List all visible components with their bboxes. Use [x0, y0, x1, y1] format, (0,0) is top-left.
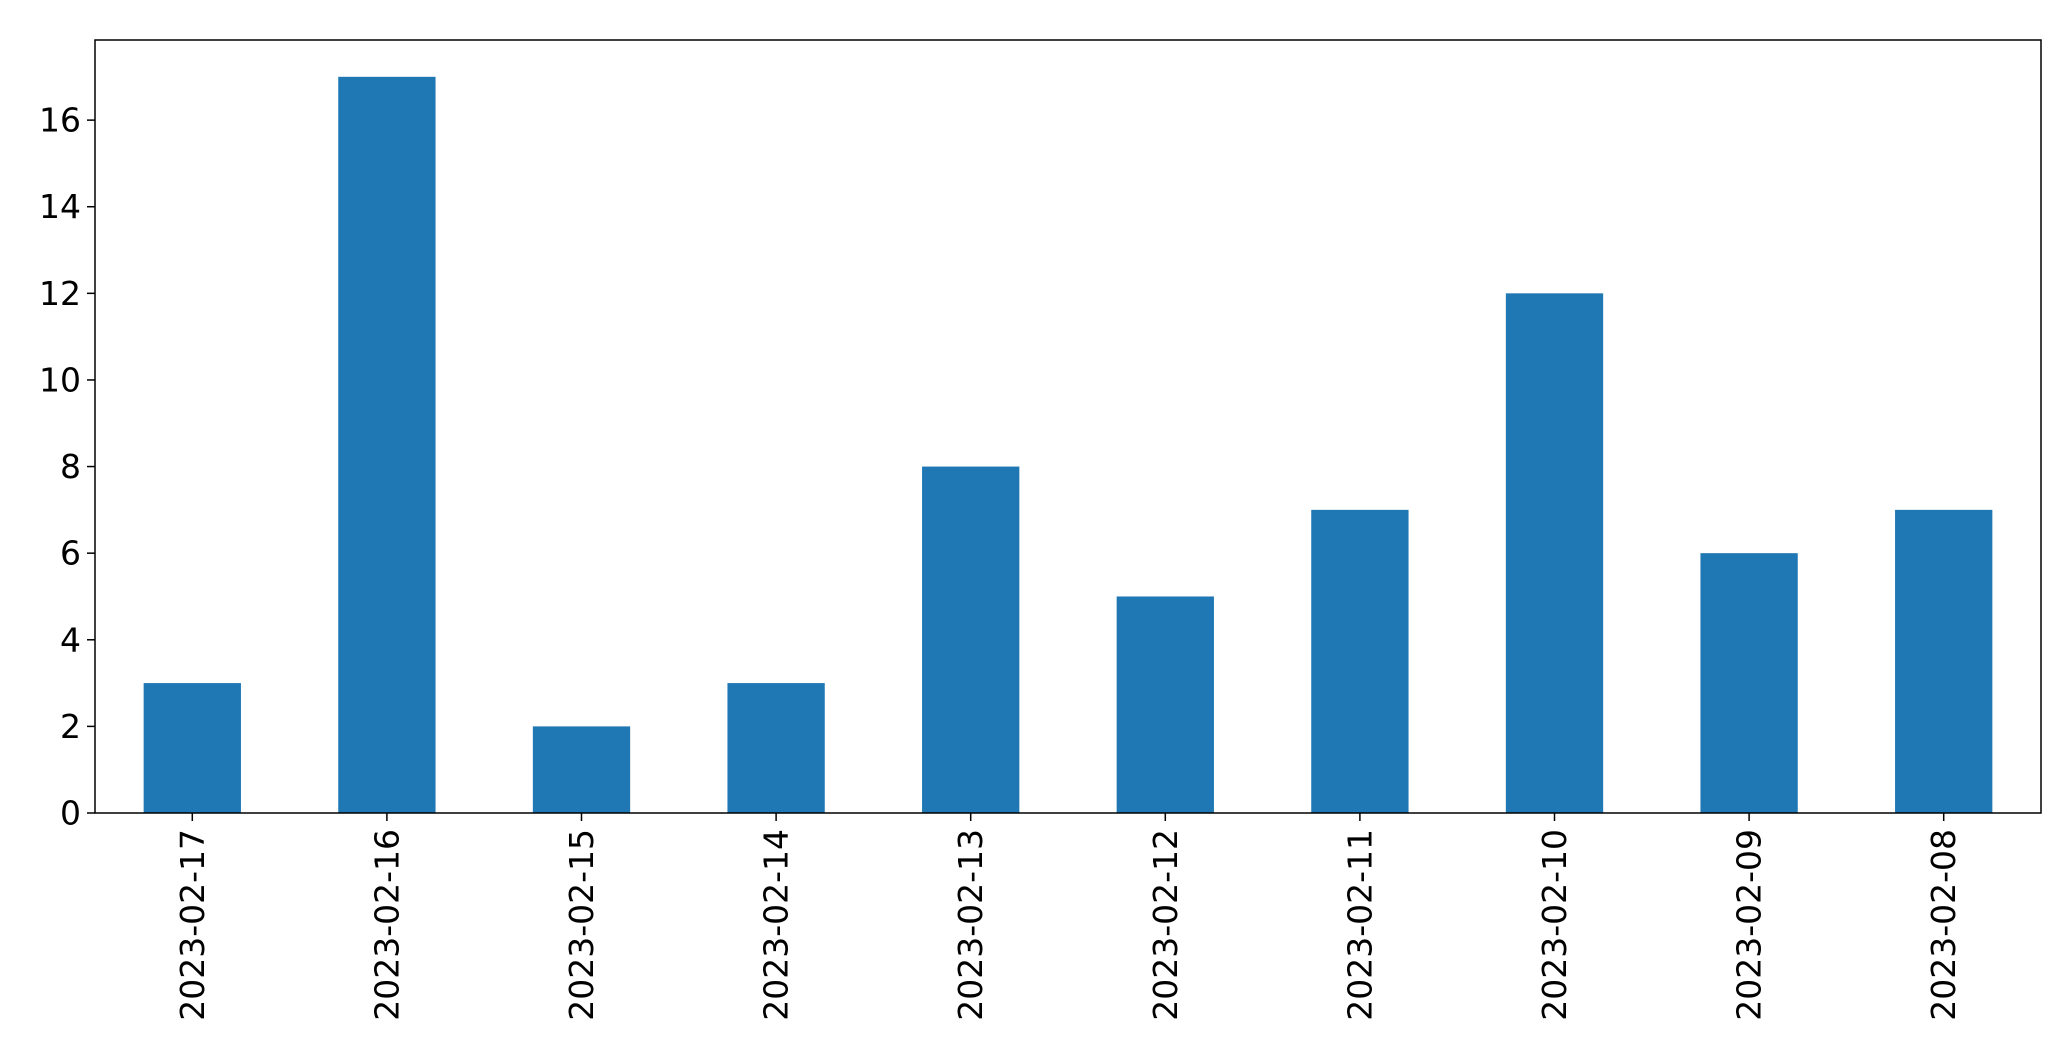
x-tick-label: 2023-02-09 [1730, 829, 1769, 1021]
y-tick-label: 0 [60, 794, 81, 833]
y-tick-label: 8 [60, 447, 81, 486]
bar-2023-02-08 [1895, 509, 1993, 813]
bar-2023-02-15 [532, 726, 631, 813]
bar-2023-02-17 [143, 683, 241, 813]
y-tick-label: 16 [39, 101, 81, 140]
y-tick-label: 12 [39, 274, 81, 313]
y-axis: 0 2 4 6 8 10 12 14 16 [39, 101, 95, 833]
bar-2023-02-11 [1311, 509, 1409, 813]
y-tick-label: 6 [60, 534, 81, 573]
x-tick-label: 2023-02-14 [757, 829, 796, 1021]
y-tick-label: 10 [39, 360, 81, 399]
y-tick-label: 14 [39, 187, 81, 226]
x-axis: 2023-02-17 2023-02-16 2023-02-15 2023-02-14… [173, 813, 1963, 1021]
x-tick-label: 2023-02-08 [1924, 829, 1963, 1021]
y-tick-label: 4 [60, 620, 81, 659]
x-tick-label: 2023-02-12 [1146, 829, 1185, 1021]
bar-2023-02-09 [1700, 553, 1798, 813]
x-tick-label: 2023-02-15 [562, 829, 601, 1021]
bar-2023-02-12 [1116, 596, 1214, 813]
x-tick-label: 2023-02-16 [367, 829, 406, 1021]
y-tick-label: 2 [60, 707, 81, 746]
bars-group [143, 76, 1993, 814]
x-tick-label: 2023-02-11 [1340, 829, 1379, 1021]
bar-2023-02-10 [1505, 293, 1604, 813]
bar-2023-02-16 [338, 76, 436, 814]
bar-2023-02-13 [922, 466, 1020, 813]
x-tick-label: 2023-02-10 [1535, 829, 1574, 1021]
bar-2023-02-14 [727, 683, 825, 813]
x-tick-label: 2023-02-13 [951, 829, 990, 1021]
x-tick-label: 2023-02-17 [173, 829, 212, 1021]
plot-frame [94, 39, 2042, 814]
